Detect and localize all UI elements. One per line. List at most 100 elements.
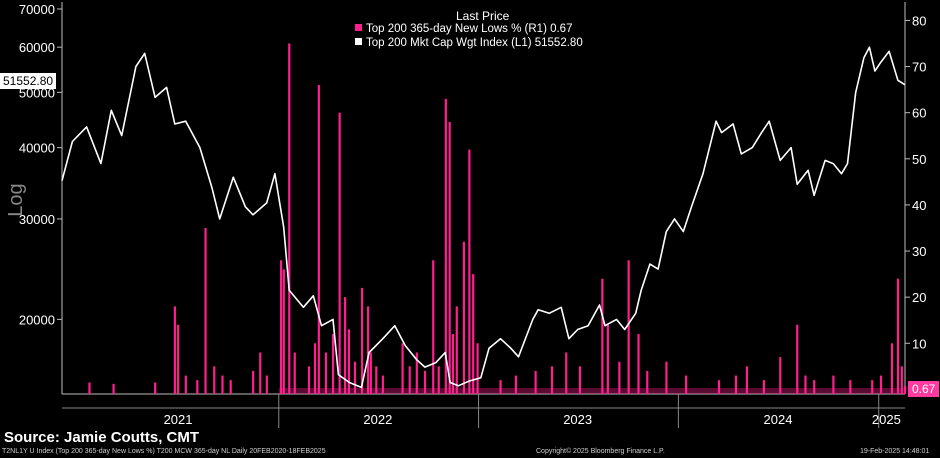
legend-label-new-lows: Top 200 365-day New Lows % (R1) 0.67 bbox=[366, 23, 573, 35]
left-axis: 20000 30000 40000 50000 60000 70000 bbox=[19, 2, 62, 327]
new-lows-spike bbox=[832, 375, 835, 394]
new-lows-spike bbox=[408, 366, 411, 394]
right-tick-label: 60 bbox=[912, 106, 926, 121]
new-lows-spike bbox=[871, 380, 874, 394]
new-lows-spike bbox=[112, 383, 115, 394]
legend-item-new-lows: Top 200 365-day New Lows % (R1) 0.67 bbox=[355, 23, 572, 35]
last-value-badge-right: 0.67 bbox=[908, 381, 940, 397]
footer-copyright: Copyright© 2025 Bloomberg Finance L.P. bbox=[536, 448, 665, 455]
left-tick-label: 30000 bbox=[19, 212, 55, 227]
new-lows-spike bbox=[177, 324, 180, 394]
new-lows-spike bbox=[338, 112, 341, 395]
legend-item-index: Top 200 Mkt Cap Wgt Index (L1) 51552.80 bbox=[355, 37, 583, 49]
footer-timestamp: 19-Feb-2025 14:48:01 bbox=[860, 448, 930, 455]
new-lows-spike bbox=[347, 329, 351, 394]
new-lows-spike bbox=[455, 306, 458, 394]
new-lows-spike bbox=[468, 149, 471, 394]
left-tick-label: 70000 bbox=[19, 2, 55, 17]
right-axis: 10 20 30 40 50 60 70 80 bbox=[905, 13, 926, 351]
source-caption: Source: Jamie Coutts, CMT bbox=[4, 429, 200, 446]
new-lows-spike bbox=[279, 260, 283, 394]
new-lows-spike bbox=[499, 380, 502, 394]
x-tick-label: 2024 bbox=[764, 412, 793, 427]
new-lows-spike bbox=[779, 357, 782, 394]
new-lows-spike bbox=[745, 366, 749, 394]
right-tick-label: 20 bbox=[912, 290, 926, 305]
new-lows-spike bbox=[401, 343, 404, 394]
left-tick-label: 60000 bbox=[19, 40, 55, 55]
new-lows-spike bbox=[646, 370, 649, 394]
new-lows-spike bbox=[307, 366, 311, 394]
new-lows-spike bbox=[462, 241, 465, 394]
new-lows-spike bbox=[317, 85, 320, 394]
new-lows-spike bbox=[601, 278, 604, 394]
new-lows-spike bbox=[88, 382, 91, 394]
new-lows-spike bbox=[252, 370, 255, 394]
footer-description: T2NL1Y U Index (Top 200 365-day New Lows… bbox=[2, 448, 326, 455]
new-lows-spike bbox=[813, 380, 816, 394]
right-tick-label: 40 bbox=[912, 198, 926, 213]
new-lows-spike bbox=[331, 334, 335, 394]
new-lows-spike bbox=[437, 366, 440, 394]
new-lows-spike bbox=[550, 366, 554, 394]
right-tick-label: 50 bbox=[912, 152, 926, 167]
new-lows-spike bbox=[717, 380, 721, 394]
legend-title: Last Price bbox=[456, 9, 510, 23]
x-tick-label: 2023 bbox=[563, 412, 592, 427]
new-lows-spike bbox=[221, 375, 224, 394]
new-lows-spike bbox=[890, 343, 894, 394]
new-lows-spike bbox=[184, 375, 187, 394]
new-lows-spike bbox=[265, 375, 268, 394]
legend-swatch-white bbox=[355, 38, 362, 45]
new-lows-spike bbox=[324, 352, 328, 394]
new-lows-spike bbox=[360, 287, 364, 394]
new-lows-spike bbox=[565, 352, 568, 394]
new-lows-spike bbox=[796, 324, 799, 394]
left-tick-label: 20000 bbox=[19, 312, 55, 327]
new-lows-spike bbox=[665, 361, 668, 394]
new-lows-spike bbox=[685, 375, 688, 394]
new-lows-spike bbox=[606, 324, 609, 394]
new-lows-spike bbox=[451, 334, 455, 394]
new-lows-spike bbox=[734, 375, 738, 394]
right-tick-label: 70 bbox=[912, 60, 926, 75]
new-lows-spike bbox=[293, 352, 296, 394]
right-tick-label: 10 bbox=[912, 336, 926, 351]
new-lows-spike bbox=[904, 386, 907, 394]
new-lows-spike bbox=[213, 366, 216, 394]
new-lows-spike bbox=[375, 366, 378, 394]
new-lows-spike bbox=[173, 306, 176, 394]
plot-frame bbox=[61, 2, 906, 409]
new-lows-spike bbox=[476, 343, 479, 394]
left-tick-label: 50000 bbox=[19, 85, 55, 100]
new-lows-series bbox=[88, 43, 907, 395]
new-lows-spike bbox=[204, 227, 207, 394]
new-lows-spike bbox=[627, 260, 630, 394]
new-lows-spike bbox=[637, 334, 640, 394]
new-lows-spike bbox=[415, 352, 418, 394]
legend-swatch-pink bbox=[355, 24, 362, 31]
new-lows-spike bbox=[381, 375, 384, 394]
new-lows-spike bbox=[762, 380, 765, 394]
new-lows-spike bbox=[432, 260, 435, 394]
left-tick-label: 40000 bbox=[19, 141, 55, 156]
right-tick-label: 30 bbox=[912, 244, 926, 259]
index-series bbox=[61, 46, 906, 389]
new-lows-baseline-band bbox=[278, 388, 905, 394]
new-lows-spike bbox=[288, 43, 291, 394]
legend-label-index: Top 200 Mkt Cap Wgt Index (L1) 51552.80 bbox=[366, 37, 583, 49]
new-lows-spike bbox=[514, 375, 517, 394]
new-lows-spike bbox=[313, 343, 317, 394]
new-lows-spike bbox=[353, 361, 357, 394]
new-lows-spike bbox=[804, 375, 807, 394]
x-tick-label: 2025 bbox=[872, 412, 901, 427]
last-value-badge-left: 51552.80 bbox=[0, 73, 57, 89]
new-lows-spike bbox=[423, 370, 427, 394]
new-lows-spike bbox=[849, 380, 852, 394]
new-lows-spike bbox=[196, 380, 199, 394]
right-tick-label: 80 bbox=[912, 13, 926, 28]
left-axis-scale-label: Log bbox=[5, 183, 27, 216]
new-lows-spike bbox=[472, 274, 475, 394]
new-lows-spike bbox=[229, 380, 232, 394]
new-lows-spike bbox=[369, 352, 372, 394]
